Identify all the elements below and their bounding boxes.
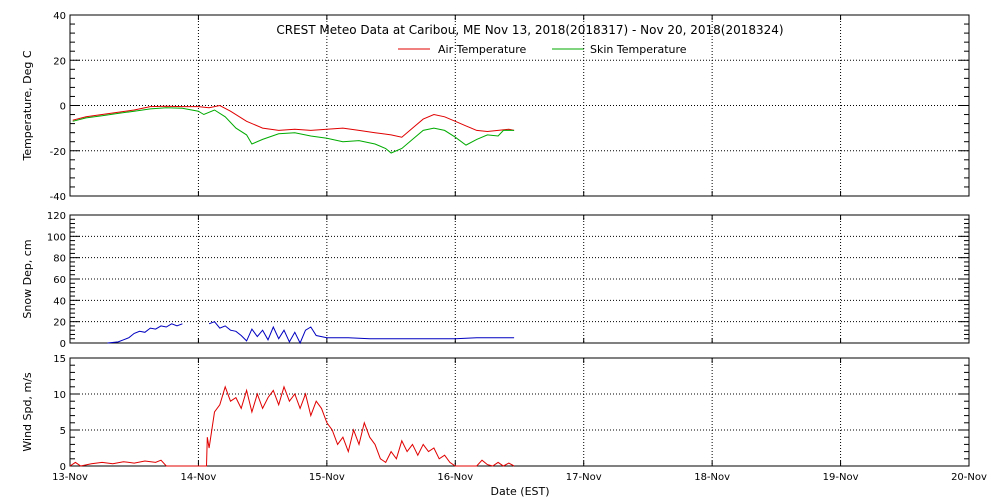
- y-tick-label: -40: [50, 192, 66, 203]
- series-line-wind-speed: [69, 385, 515, 467]
- panel-wind-spd-m-s: 0 5 10 15 Wind Spd, m/s 13-Nov 14-Nov 15-Nov 16-…: [21, 354, 987, 483]
- y-tick-label: 0: [60, 102, 66, 113]
- x-tick-label: 18-Nov: [694, 472, 730, 483]
- y-axis-label: Wind Spd, m/s: [21, 372, 34, 452]
- y-tick-label: 15: [53, 354, 66, 365]
- y-tick-label: 40: [53, 296, 66, 307]
- y-tick-label: 60: [53, 275, 66, 286]
- series-line-skin-temperature: [72, 107, 515, 154]
- plot-frame: [69, 214, 970, 344]
- panel-snow-dep-cm: 0 20 40 60 80 100 120 Snow Dep, cm: [21, 211, 970, 350]
- x-tick-label: 19-Nov: [823, 472, 859, 483]
- y-tick-label: 120: [47, 211, 66, 222]
- legend-skin-temperature-label: Skin Temperature: [590, 43, 687, 56]
- x-tick-label: 14-Nov: [180, 472, 216, 483]
- series-line-air-temperature: [72, 104, 515, 138]
- panel-temperature-deg-c: -40 -20 0 20 40 Temperature, Deg C: [21, 11, 970, 203]
- series-line-snow-depth-segment-2: [208, 321, 515, 345]
- plot-frame: [69, 357, 970, 467]
- series-line-snow-depth-segment-1: [107, 323, 183, 344]
- legend: Air Temperature Skin Temperature: [398, 43, 687, 56]
- x-tick-label: 16-Nov: [437, 472, 473, 483]
- chart-title: CREST Meteo Data at Caribou, ME Nov 13, …: [276, 23, 783, 37]
- x-tick-label: 17-Nov: [566, 472, 602, 483]
- y-tick-label: 100: [47, 232, 66, 243]
- x-tick-label: 13-Nov: [52, 472, 88, 483]
- x-tick-label: 20-Nov: [951, 472, 987, 483]
- y-tick-label: 0: [60, 339, 66, 350]
- x-axis-label: Date (EST): [490, 485, 549, 498]
- y-tick-label: 5: [60, 426, 66, 437]
- x-tick-label: 15-Nov: [309, 472, 345, 483]
- legend-air-temperature-label: Air Temperature: [438, 43, 527, 56]
- y-axis-label: Temperature, Deg C: [21, 50, 34, 161]
- y-tick-label: 40: [53, 11, 66, 22]
- y-tick-label: 20: [53, 56, 66, 67]
- y-tick-label: 80: [53, 254, 66, 265]
- y-tick-label: 0: [60, 462, 66, 473]
- y-tick-label: -20: [50, 147, 66, 158]
- y-tick-label: 20: [53, 318, 66, 329]
- y-tick-label: 10: [53, 390, 66, 401]
- y-axis-label: Snow Dep, cm: [21, 239, 34, 318]
